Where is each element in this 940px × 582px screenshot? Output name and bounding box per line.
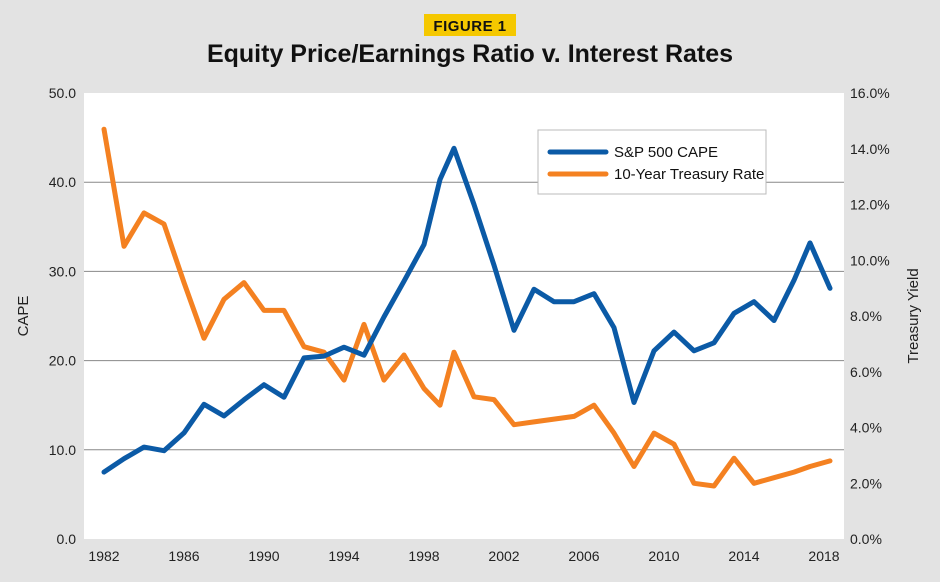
y2-tick-label: 14.0% <box>850 141 890 157</box>
y2-axis-title: Treasury Yield <box>905 268 922 363</box>
y2-tick-label: 0.0% <box>850 531 882 547</box>
x-tick-label: 1994 <box>328 548 359 564</box>
x-tick-label: 2014 <box>728 548 759 564</box>
y-tick-label: 40.0 <box>49 174 76 190</box>
x-tick-label: 2010 <box>648 548 679 564</box>
x-tick-label: 2018 <box>808 548 839 564</box>
legend-label-treasury: 10-Year Treasury Rate <box>614 166 764 183</box>
y-tick-label: 50.0 <box>49 85 76 101</box>
y-tick-label: 20.0 <box>49 353 76 369</box>
y-tick-label: 10.0 <box>49 442 76 458</box>
y-axis-title: CAPE <box>15 296 32 337</box>
y2-tick-label: 2.0% <box>850 475 882 491</box>
y2-tick-label: 10.0% <box>850 252 890 268</box>
y2-tick-label: 6.0% <box>850 364 882 380</box>
series-lines <box>101 126 833 489</box>
x-tick-label: 1998 <box>408 548 439 564</box>
y2-tick-label: 16.0% <box>850 85 890 101</box>
cape-series-line <box>101 145 833 475</box>
figure-badge <box>424 14 516 36</box>
tick-labels: 0.0 10.0 20.0 30.0 40.0 50.0 0.0% 2.0% 4.0% 6.0% 8… <box>49 85 890 564</box>
y-tick-label: 0.0 <box>57 531 77 547</box>
x-tick-label: 1986 <box>168 548 199 564</box>
treasury-series-line <box>101 126 833 489</box>
y-tick-label: 30.0 <box>49 263 76 279</box>
y2-tick-label: 12.0% <box>850 197 890 213</box>
legend-box <box>537 129 767 195</box>
figure-label: FIGURE 1 <box>433 18 506 35</box>
x-tick-label: 1982 <box>88 548 119 564</box>
y2-tick-label: 8.0% <box>850 308 882 324</box>
legend: S&P 500 CAPE 10-Year Treasury Rate <box>537 129 767 195</box>
x-tick-label: 1990 <box>248 548 279 564</box>
x-tick-label: 2002 <box>488 548 519 564</box>
y2-tick-label: 4.0% <box>850 420 882 436</box>
x-tick-label: 2006 <box>568 548 599 564</box>
legend-label-cape: S&P 500 CAPE <box>614 144 718 161</box>
chart-title: Equity Price/Earnings Ratio v. Interest … <box>207 40 733 68</box>
